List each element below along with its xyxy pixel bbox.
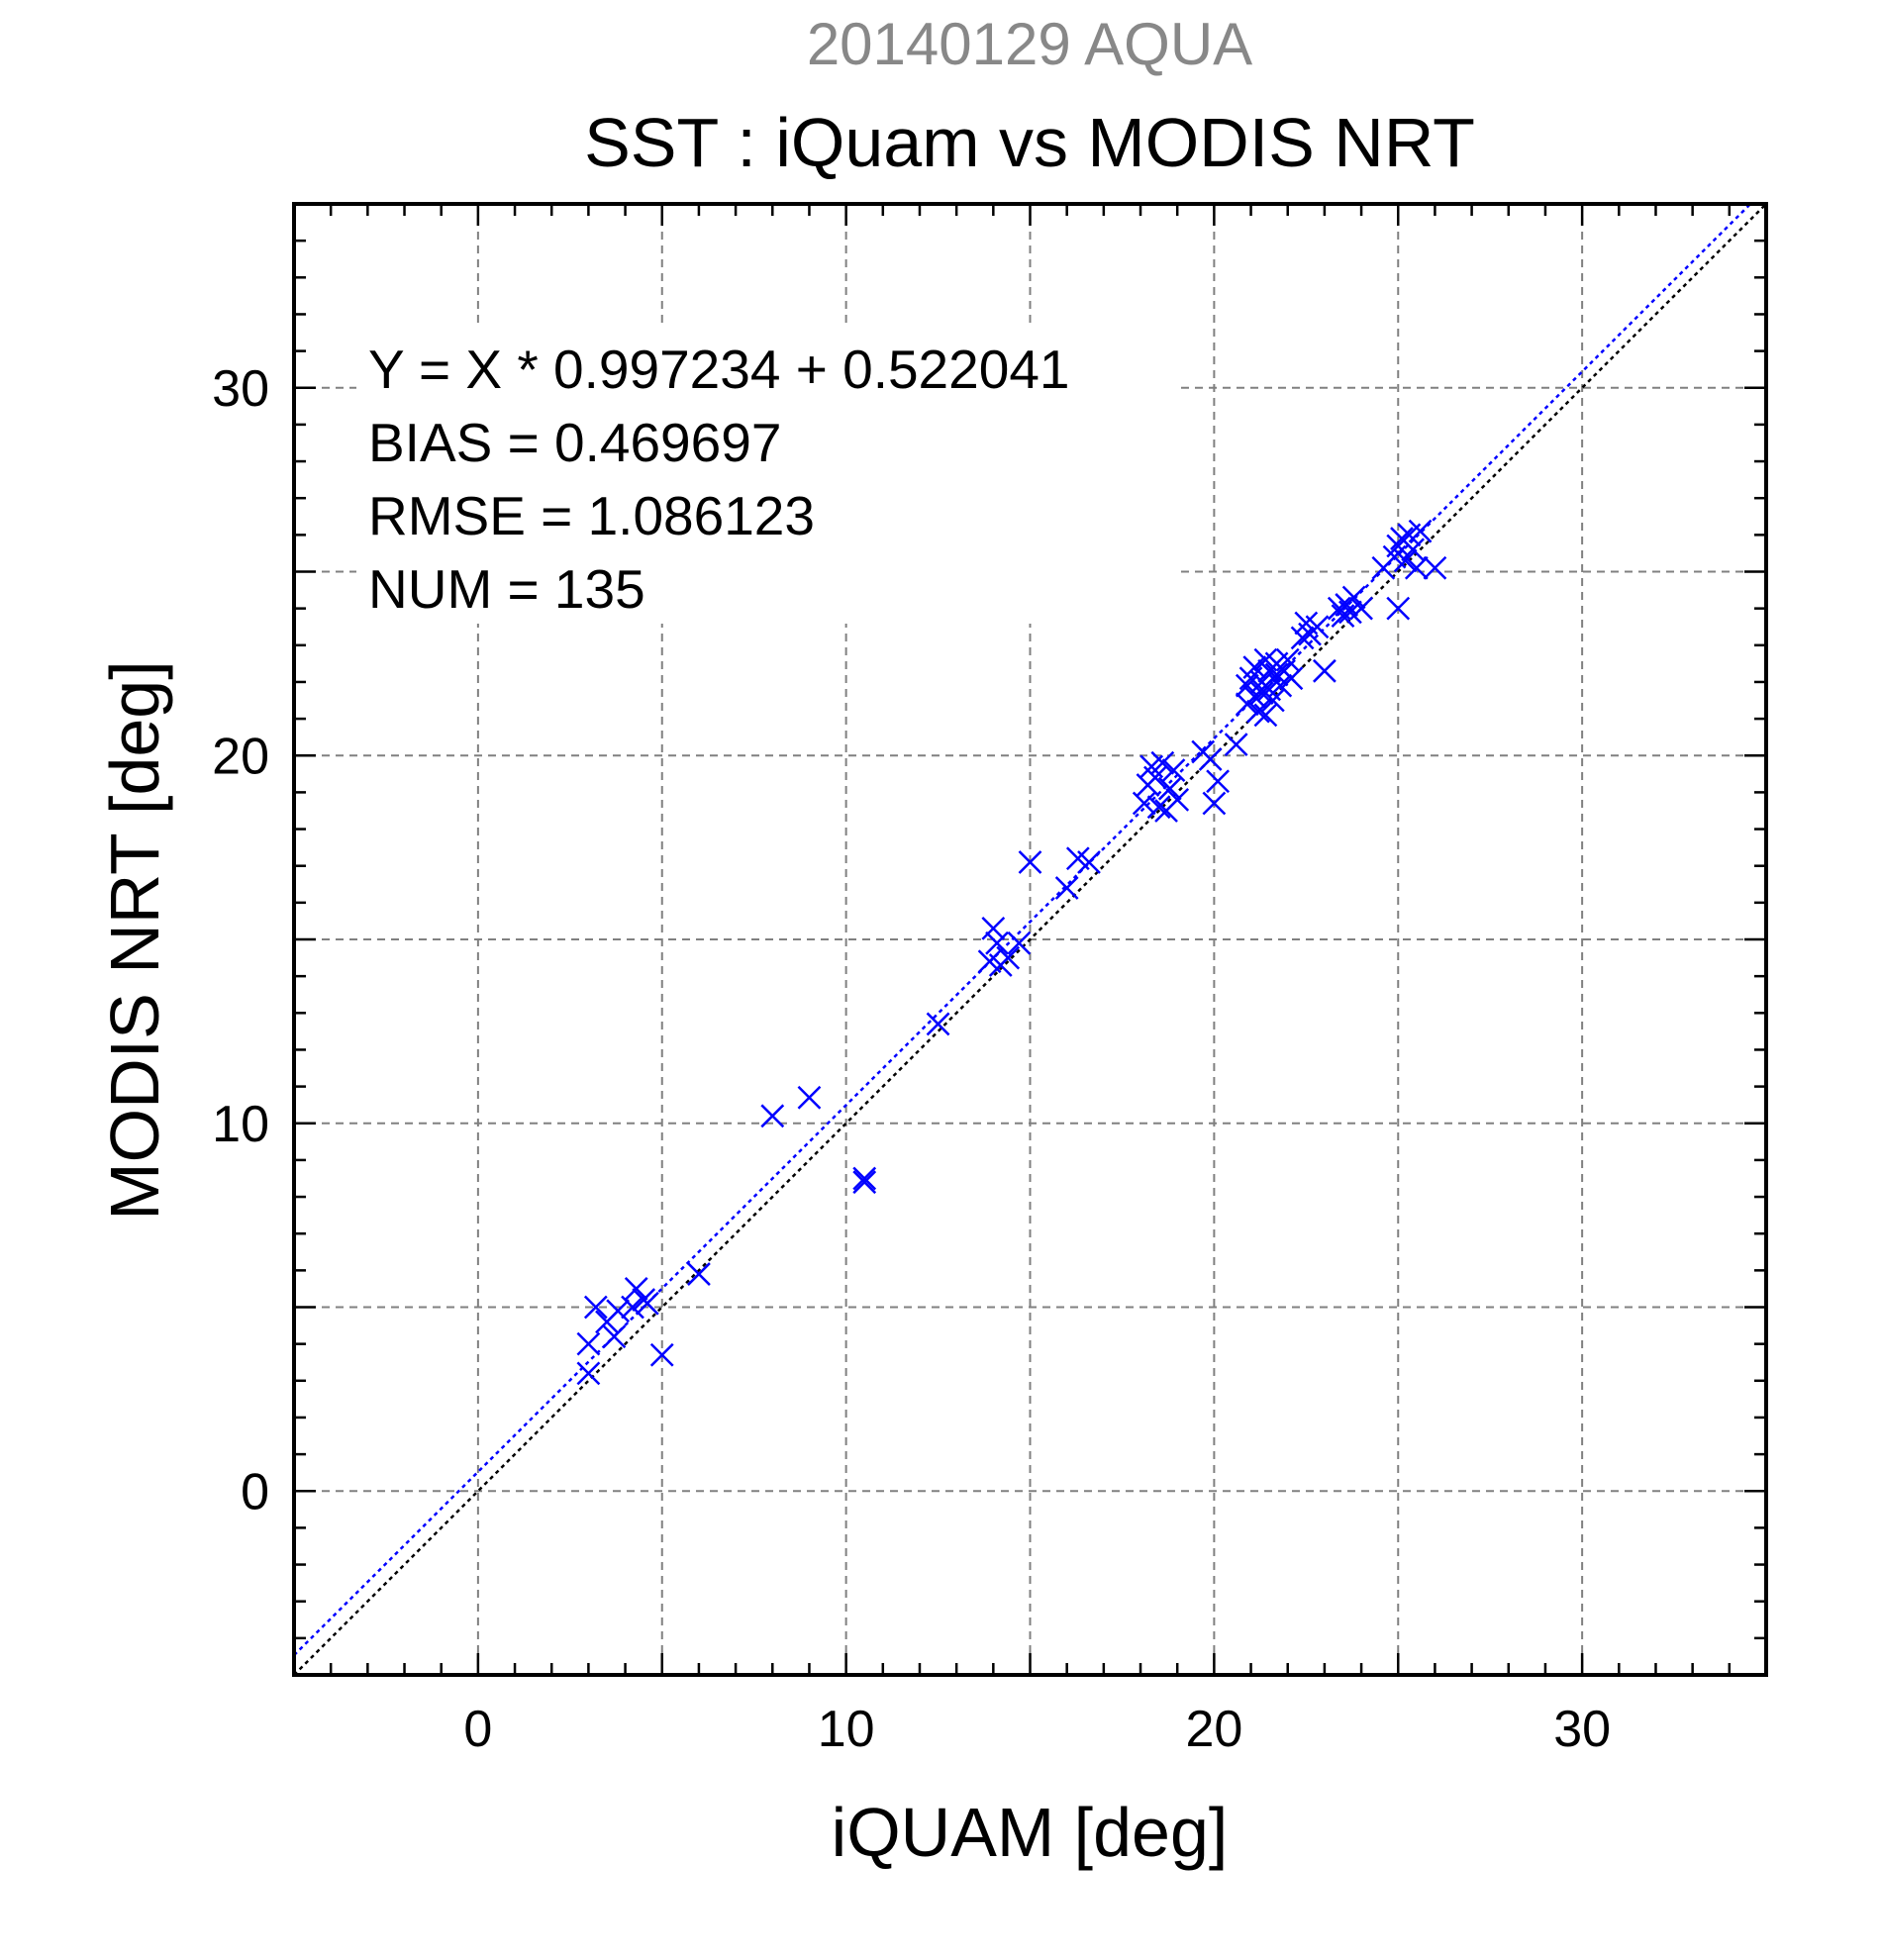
data-point xyxy=(981,916,1006,940)
data-point xyxy=(1235,673,1259,698)
data-point xyxy=(1143,765,1167,790)
data-point xyxy=(1132,791,1156,816)
data-point xyxy=(1260,688,1285,713)
data-point xyxy=(576,1331,601,1356)
x-tick-label: 30 xyxy=(1553,1701,1611,1758)
x-tick-label: 20 xyxy=(1185,1701,1242,1758)
data-point xyxy=(1249,681,1274,705)
data-point xyxy=(852,1170,877,1195)
stats-background xyxy=(356,327,1178,624)
plot-frame xyxy=(292,202,1768,1677)
data-point xyxy=(1202,791,1227,816)
data-point xyxy=(1146,795,1171,820)
regression-line xyxy=(293,203,1752,1656)
data-point xyxy=(1268,673,1293,698)
data-point xyxy=(1242,684,1267,709)
data-point xyxy=(760,1104,785,1128)
data-point xyxy=(1157,776,1182,801)
x-tick-label: 0 xyxy=(463,1701,492,1758)
y-axis-label: MODIS NRT [deg] xyxy=(96,660,173,1220)
data-point xyxy=(1007,931,1032,955)
data-point xyxy=(602,1324,627,1349)
data-point xyxy=(1349,596,1373,621)
data-point xyxy=(797,1085,822,1110)
y-tick-label: 0 xyxy=(241,1463,269,1520)
stats-line: BIAS = 0.469697 xyxy=(368,412,781,473)
data-points xyxy=(576,519,1447,1386)
data-point xyxy=(621,1295,644,1320)
data-point xyxy=(1393,548,1418,573)
data-point xyxy=(1423,555,1447,580)
data-point xyxy=(1305,615,1330,639)
data-point xyxy=(576,1361,601,1386)
fit-statistics: Y = X * 0.997234 + 0.522041 BIAS = 0.4696… xyxy=(356,327,1178,624)
data-point xyxy=(1206,769,1230,794)
data-point xyxy=(1077,850,1101,874)
data-point xyxy=(1401,538,1426,562)
data-point xyxy=(606,1299,631,1323)
stats-line: Y = X * 0.997234 + 0.522041 xyxy=(368,339,1070,400)
y-tick-label: 20 xyxy=(212,728,269,785)
data-point xyxy=(1165,787,1190,812)
data-point xyxy=(1290,626,1315,650)
y-tick-label: 10 xyxy=(212,1096,269,1153)
data-point xyxy=(985,931,1009,955)
data-point xyxy=(1161,758,1186,782)
stats-line: NUM = 135 xyxy=(368,558,645,620)
data-point xyxy=(1253,703,1278,728)
data-point xyxy=(583,1295,608,1320)
data-point xyxy=(1341,585,1366,610)
data-point xyxy=(687,1262,711,1286)
data-point xyxy=(1150,750,1175,775)
data-point xyxy=(624,1277,648,1301)
chart-date-label: 20140129 AQUA xyxy=(807,11,1252,77)
data-point xyxy=(1018,850,1042,874)
data-point xyxy=(1386,596,1411,621)
data-point xyxy=(649,1342,674,1367)
data-point xyxy=(926,1012,950,1036)
chart-title: SST : iQuam vs MODIS NRT xyxy=(584,104,1475,181)
data-point xyxy=(1054,876,1079,900)
data-point xyxy=(1404,555,1429,580)
data-point xyxy=(1242,655,1267,679)
data-point xyxy=(635,1291,659,1316)
data-point xyxy=(1408,519,1433,543)
stats-line: RMSE = 1.086123 xyxy=(368,485,815,546)
reference-lines xyxy=(293,203,1767,1676)
data-point xyxy=(1198,747,1223,771)
identity-line xyxy=(293,203,1767,1676)
data-point xyxy=(1279,666,1304,691)
data-point xyxy=(996,945,1021,970)
x-tick-label: 10 xyxy=(818,1701,875,1758)
data-point xyxy=(1275,647,1300,672)
data-point xyxy=(1246,699,1270,724)
y-tick-label: 30 xyxy=(212,360,269,418)
x-tick-labels: 0 10 20 30 xyxy=(463,1701,1611,1758)
y-tick-labels: 0 10 20 30 xyxy=(212,360,269,1521)
x-axis-label: iQUAM [deg] xyxy=(832,1794,1229,1871)
data-point xyxy=(852,1166,877,1191)
data-point xyxy=(1313,658,1336,683)
data-point xyxy=(1224,733,1248,756)
